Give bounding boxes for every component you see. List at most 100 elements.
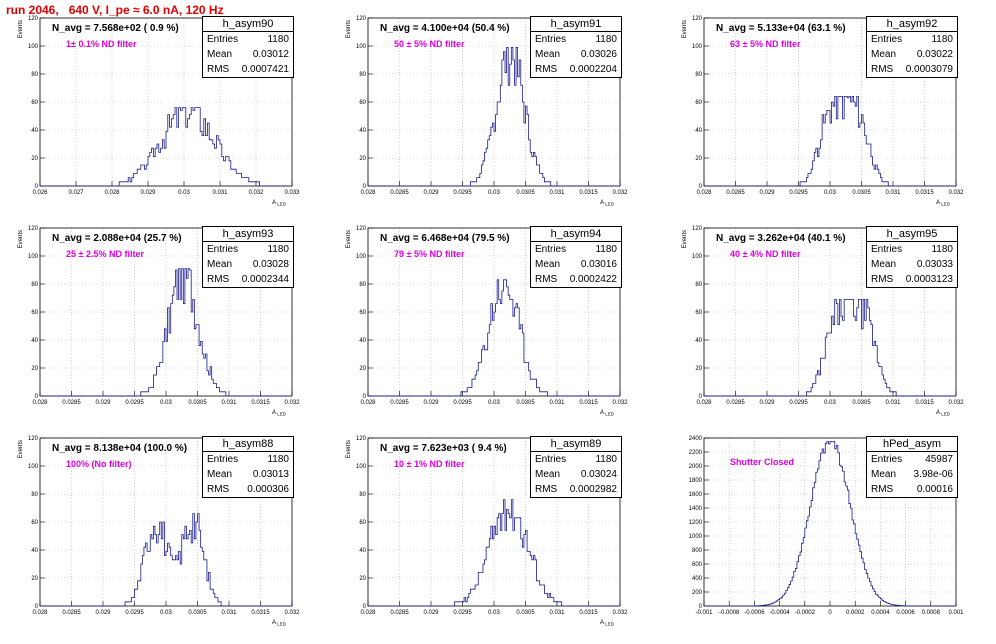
x-tick-label: 0.0315 (915, 190, 934, 196)
x-tick-label: 0.03 (160, 610, 172, 616)
y-tick-label: 60 (695, 100, 702, 106)
x-tick-label: 0.032 (248, 190, 264, 196)
y-tick-label: 1800 (689, 478, 703, 484)
y-tick-label: 600 (692, 562, 703, 568)
x-tick-label: 0.0305 (188, 610, 207, 616)
x-tick-label: 0.03 (160, 400, 172, 406)
y-tick-label: 0 (699, 604, 703, 610)
plot-frame (703, 437, 957, 607)
x-tick-label: 0.027 (68, 190, 84, 196)
stats-value: 0.0003079 (905, 64, 953, 75)
histogram-name: h_asym89 (531, 437, 621, 452)
navg-label: N_avg = 2.088e+04 (25.7 %) (52, 233, 182, 244)
y-tick-label: 1200 (689, 520, 703, 526)
x-tick-label: -0.0006 (744, 610, 765, 616)
y-tick-label: 800 (692, 548, 703, 554)
stats-label: RMS (207, 274, 230, 285)
y-axis-label: Events (346, 440, 352, 458)
y-tick-label: 1600 (689, 492, 703, 498)
stats-box: h_asym92 Entries 1180 Mean 0.03022 RMS 0.00030… (866, 16, 958, 78)
x-tick-label: 0.0305 (852, 190, 871, 196)
y-tick-label: 20 (31, 576, 38, 582)
histogram-name: h_asym90 (203, 17, 293, 32)
plot-frame (367, 437, 621, 607)
y-tick-label: 100 (692, 44, 703, 50)
stats-value: 1180 (595, 244, 617, 255)
stats-row-entries: Entries 45987 (867, 452, 957, 467)
filter-label: 25 ± 2.5% ND filter (66, 249, 144, 259)
y-tick-label: 120 (28, 226, 39, 232)
x-tick-label: 0.0315 (251, 400, 270, 406)
y-tick-label: 1400 (689, 506, 703, 512)
stats-row-mean: Mean 0.03033 (867, 257, 957, 272)
x-tick-label: 0.03 (488, 190, 500, 196)
stats-label: RMS (535, 484, 558, 495)
navg-label: N_avg = 7.623e+03 ( 9.4 %) (380, 443, 507, 454)
y-tick-label: 20 (359, 366, 366, 372)
plot-frame (39, 437, 293, 607)
x-axis-label: A LED (936, 200, 951, 207)
x-axis-label: A LED (272, 410, 287, 417)
stats-label: Entries (871, 454, 903, 465)
y-tick-label: 100 (28, 464, 39, 470)
x-tick-label: 0.0295 (789, 190, 808, 196)
x-tick-label: 0.0006 (896, 610, 915, 616)
histogram-line (704, 299, 956, 397)
stats-box: h_asym90 Entries 1180 Mean 0.03012 RMS 0.00074… (202, 16, 294, 78)
y-tick-label: 80 (31, 282, 38, 288)
y-tick-label: 60 (359, 100, 366, 106)
y-axis-label: Events (18, 230, 24, 248)
stats-value: 0.03028 (252, 259, 289, 270)
x-tick-label: 0.0315 (579, 610, 598, 616)
x-tick-label: 0.0285 (62, 610, 81, 616)
stats-row-mean: Mean 0.03028 (203, 257, 293, 272)
x-tick-label: 0.0285 (62, 400, 81, 406)
y-tick-label: 20 (359, 156, 366, 162)
histogram-name: h_asym94 (531, 227, 621, 242)
y-tick-label: 120 (28, 16, 39, 22)
x-tick-label: 0.0285 (390, 190, 409, 196)
stats-label: Mean (207, 469, 233, 480)
x-tick-label: 0.028 (32, 610, 48, 616)
x-axis-label: A LED (272, 620, 287, 627)
x-tick-label: 0.032 (612, 400, 628, 406)
filter-label: 50 ± 5% ND filter (394, 39, 465, 49)
stats-value: 1180 (267, 244, 289, 255)
stats-label: Entries (535, 244, 567, 255)
stats-label: Entries (207, 244, 239, 255)
stats-row-mean: Mean 0.03012 (203, 47, 293, 62)
stats-row-entries: Entries 1180 (867, 242, 957, 257)
stats-row-rms: RMS 0.0002982 (531, 482, 621, 497)
stats-row-entries: Entries 1180 (867, 32, 957, 47)
y-tick-label: 0 (363, 184, 367, 190)
stats-box: h_asym95 Entries 1180 Mean 0.03033 RMS 0.00031… (866, 226, 958, 288)
plot-frame (367, 227, 621, 397)
x-tick-label: 0.0002 (846, 610, 865, 616)
stats-label: RMS (871, 64, 894, 75)
y-tick-label: 40 (31, 128, 38, 134)
y-tick-label: 40 (31, 338, 38, 344)
x-tick-label: 0.031 (549, 400, 565, 406)
x-tick-label: 0.0305 (188, 400, 207, 406)
y-tick-label: 60 (359, 310, 366, 316)
y-tick-label: 80 (31, 492, 38, 498)
histogram-line (704, 441, 956, 607)
x-tick-label: 0.031 (549, 190, 565, 196)
y-tick-label: 0 (35, 604, 39, 610)
navg-label: N_avg = 7.568e+02 ( 0.9 %) (52, 23, 179, 34)
x-tick-label: -0.0004 (769, 610, 790, 616)
y-tick-label: 0 (35, 184, 39, 190)
x-tick-label: 0.029 (95, 610, 111, 616)
x-tick-label: 0.001 (948, 610, 964, 616)
x-tick-label: 0.028 (32, 400, 48, 406)
filter-label: 63 ± 5% ND filter (730, 39, 801, 49)
plot-frame (703, 227, 957, 397)
stats-value: 0.00016 (916, 484, 953, 495)
x-tick-label: 0.028 (360, 190, 376, 196)
stats-row-mean: Mean 0.03024 (531, 467, 621, 482)
x-tick-label: 0.029 (95, 400, 111, 406)
y-axis-label: Events (346, 20, 352, 38)
histogram-line (40, 513, 292, 607)
histogram-plot: -0.001 -0.0008 -0.0006 -0.0004 -0.0002 0 0.000… (689, 436, 965, 616)
y-axis-label: Events (18, 20, 24, 38)
